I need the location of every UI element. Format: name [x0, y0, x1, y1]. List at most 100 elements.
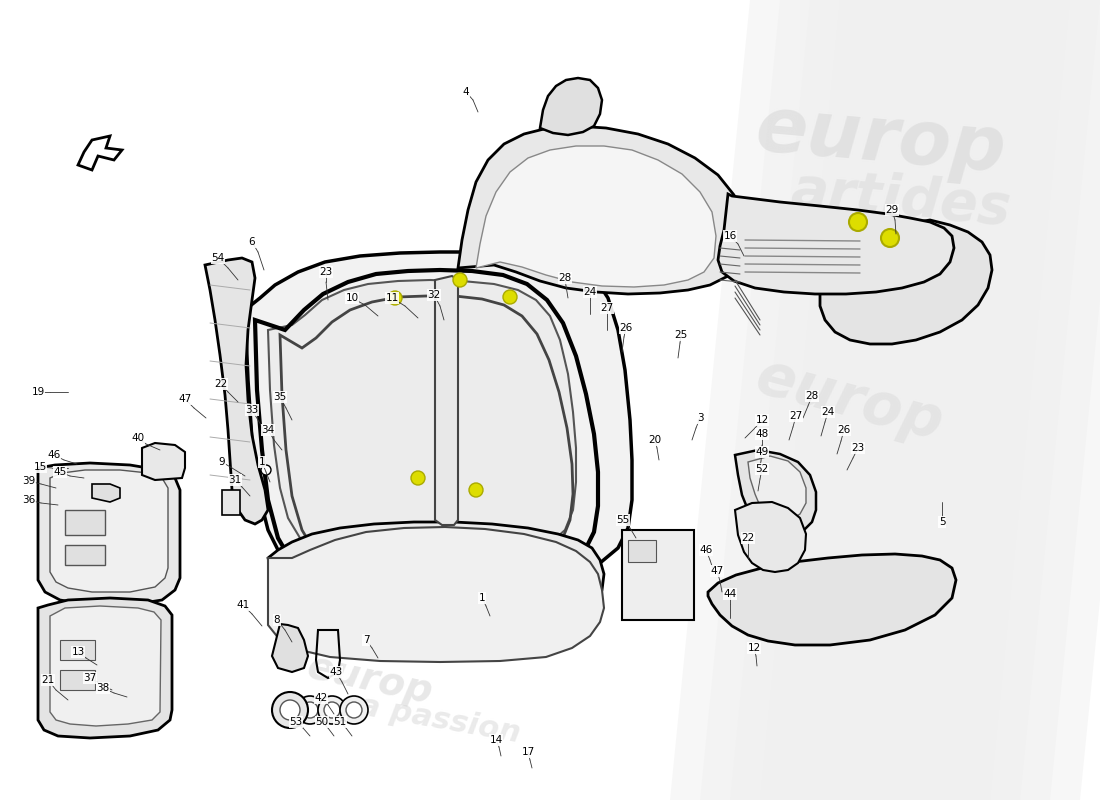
Polygon shape — [820, 220, 992, 344]
Text: 15: 15 — [33, 462, 46, 472]
Text: 12: 12 — [747, 643, 760, 653]
Polygon shape — [880, 0, 1100, 800]
Polygon shape — [700, 0, 980, 800]
Text: 24: 24 — [822, 407, 835, 417]
Circle shape — [503, 290, 517, 304]
Text: 24: 24 — [583, 287, 596, 297]
Circle shape — [272, 692, 308, 728]
Text: 55: 55 — [616, 515, 629, 525]
Circle shape — [261, 465, 271, 475]
Bar — [628, 540, 656, 562]
Polygon shape — [268, 280, 576, 562]
Text: 22: 22 — [214, 379, 228, 389]
Text: 34: 34 — [262, 425, 275, 435]
Text: 25: 25 — [674, 330, 688, 340]
Text: a passion: a passion — [329, 384, 571, 476]
Text: europ: europ — [304, 648, 437, 712]
Bar — [65, 510, 104, 535]
Text: 27: 27 — [790, 411, 803, 421]
Text: 1: 1 — [478, 593, 485, 603]
Text: 31: 31 — [229, 475, 242, 485]
Text: 38: 38 — [97, 683, 110, 693]
Circle shape — [302, 702, 318, 718]
Polygon shape — [92, 484, 120, 502]
Text: 23: 23 — [319, 267, 332, 277]
Text: 37: 37 — [84, 673, 97, 683]
Text: 51: 51 — [333, 717, 346, 727]
Text: 6: 6 — [249, 237, 255, 247]
Bar — [60, 640, 95, 660]
Text: 26: 26 — [619, 323, 632, 333]
Text: 10: 10 — [345, 293, 359, 303]
Text: 49: 49 — [756, 447, 769, 457]
Circle shape — [346, 702, 362, 718]
Polygon shape — [790, 0, 1070, 800]
Text: 28: 28 — [559, 273, 572, 283]
Polygon shape — [78, 136, 122, 170]
Text: europ: europ — [750, 348, 950, 452]
Circle shape — [318, 696, 346, 724]
Circle shape — [324, 702, 340, 718]
Polygon shape — [820, 0, 1100, 800]
Text: 19: 19 — [32, 387, 45, 397]
Text: 26: 26 — [837, 425, 850, 435]
Polygon shape — [670, 0, 950, 800]
Text: 40: 40 — [131, 433, 144, 443]
Polygon shape — [268, 527, 604, 662]
Text: 35: 35 — [274, 392, 287, 402]
Text: 39: 39 — [22, 476, 35, 486]
Text: a passion: a passion — [358, 691, 522, 749]
Text: 48: 48 — [756, 429, 769, 439]
Text: 4: 4 — [463, 87, 470, 97]
Polygon shape — [50, 470, 168, 592]
Text: 46: 46 — [47, 450, 60, 460]
Text: 13: 13 — [72, 647, 85, 657]
Polygon shape — [735, 450, 816, 534]
Text: 17: 17 — [521, 747, 535, 757]
Polygon shape — [50, 606, 161, 726]
Text: 52: 52 — [756, 464, 769, 474]
Polygon shape — [272, 624, 308, 672]
Polygon shape — [730, 0, 1010, 800]
Polygon shape — [760, 0, 1040, 800]
Text: 5: 5 — [938, 517, 945, 527]
Text: 42: 42 — [315, 693, 328, 703]
Polygon shape — [540, 78, 602, 135]
Text: 36: 36 — [22, 495, 35, 505]
Text: 50: 50 — [316, 717, 329, 727]
Text: 44: 44 — [724, 589, 737, 599]
Text: 54: 54 — [211, 253, 224, 263]
Polygon shape — [850, 0, 1100, 800]
Bar — [65, 545, 104, 565]
Text: 20: 20 — [648, 435, 661, 445]
Polygon shape — [39, 463, 180, 605]
Polygon shape — [748, 456, 806, 520]
Text: 28: 28 — [805, 391, 818, 401]
Polygon shape — [39, 598, 172, 738]
Circle shape — [881, 229, 899, 247]
Text: 1: 1 — [258, 457, 265, 467]
Polygon shape — [735, 502, 806, 572]
Text: 22: 22 — [741, 533, 755, 543]
Text: europ: europ — [751, 92, 1009, 188]
Circle shape — [453, 273, 468, 287]
Text: 45: 45 — [54, 467, 67, 477]
Text: 9: 9 — [219, 457, 225, 467]
Text: 43: 43 — [329, 667, 342, 677]
Text: 12: 12 — [756, 415, 769, 425]
Text: 23: 23 — [851, 443, 865, 453]
Polygon shape — [476, 146, 716, 287]
Circle shape — [388, 291, 401, 305]
Polygon shape — [458, 126, 745, 294]
Polygon shape — [434, 276, 458, 525]
Text: artides: artides — [788, 163, 1012, 237]
Polygon shape — [245, 252, 632, 588]
Text: 46: 46 — [700, 545, 713, 555]
Polygon shape — [222, 490, 240, 515]
Text: 3: 3 — [696, 413, 703, 423]
Circle shape — [280, 700, 300, 720]
Polygon shape — [708, 554, 956, 645]
Text: 16: 16 — [724, 231, 737, 241]
Text: 7: 7 — [363, 635, 370, 645]
Circle shape — [469, 483, 483, 497]
